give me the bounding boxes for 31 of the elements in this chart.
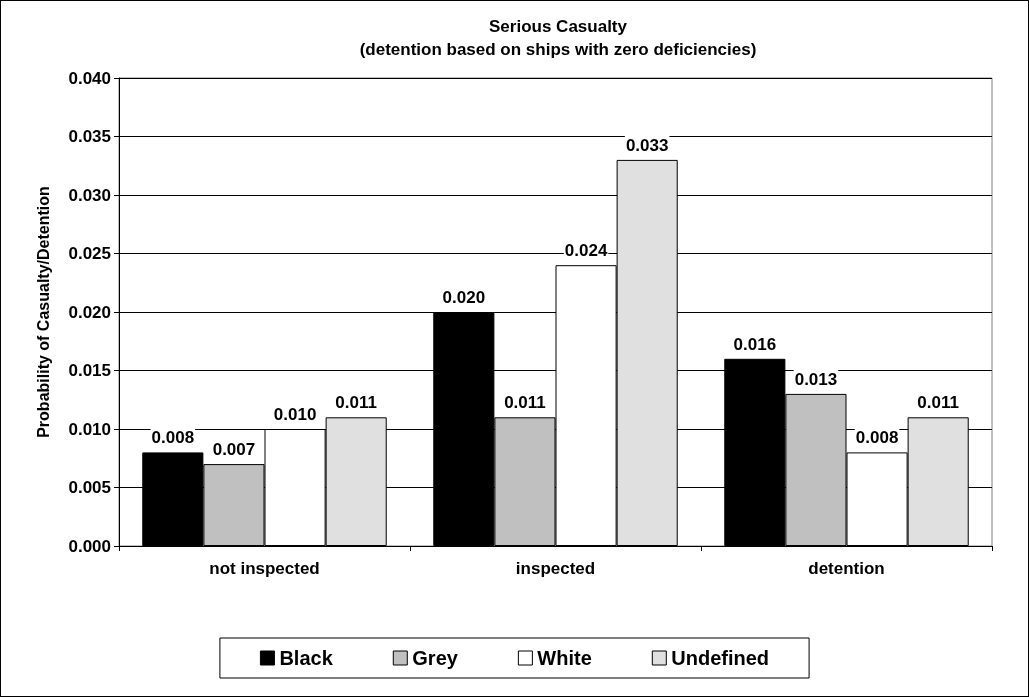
data-label: 0.011 xyxy=(504,393,546,413)
y-tick-label: 0.040 xyxy=(68,68,111,88)
data-label: 0.016 xyxy=(733,334,777,354)
data-label: 0.013 xyxy=(794,369,838,389)
chart-subtitle: (detention based on ships with zero deficiencies) xyxy=(359,40,757,59)
legend-label: Undefined xyxy=(671,647,770,669)
legend-label: White xyxy=(537,647,592,669)
x-tick-label: not inspected xyxy=(209,559,320,578)
x-tick-label: inspected xyxy=(515,559,596,578)
legend-label: Grey xyxy=(412,647,459,669)
y-tick-label: 0.000 xyxy=(68,536,111,556)
data-label: 0.033 xyxy=(625,135,669,155)
x-tick-label: detention xyxy=(808,559,885,578)
y-tick-label: 0.020 xyxy=(68,302,111,322)
data-label: 0.008 xyxy=(855,428,899,448)
y-axis-title: Probability of Casualty/Detention xyxy=(34,186,52,438)
y-tick-label: 0.030 xyxy=(68,185,111,205)
y-tick-label: 0.025 xyxy=(68,244,111,263)
y-tick-label: 0.015 xyxy=(68,361,111,380)
y-tick-label: 0.005 xyxy=(68,478,111,497)
y-tick-label: 0.035 xyxy=(68,127,111,146)
data-label: 0.024 xyxy=(564,241,608,261)
data-label: 0.011 xyxy=(335,393,377,413)
data-label: 0.011 xyxy=(917,393,959,413)
data-label: 0.008 xyxy=(151,428,195,448)
data-label: 0.010 xyxy=(273,405,317,424)
data-label: 0.007 xyxy=(212,440,256,460)
chart-title: Serious Casualty xyxy=(489,17,628,36)
legend-label: Black xyxy=(279,647,334,669)
data-label: 0.020 xyxy=(442,288,486,307)
y-tick-label: 0.010 xyxy=(68,419,111,439)
